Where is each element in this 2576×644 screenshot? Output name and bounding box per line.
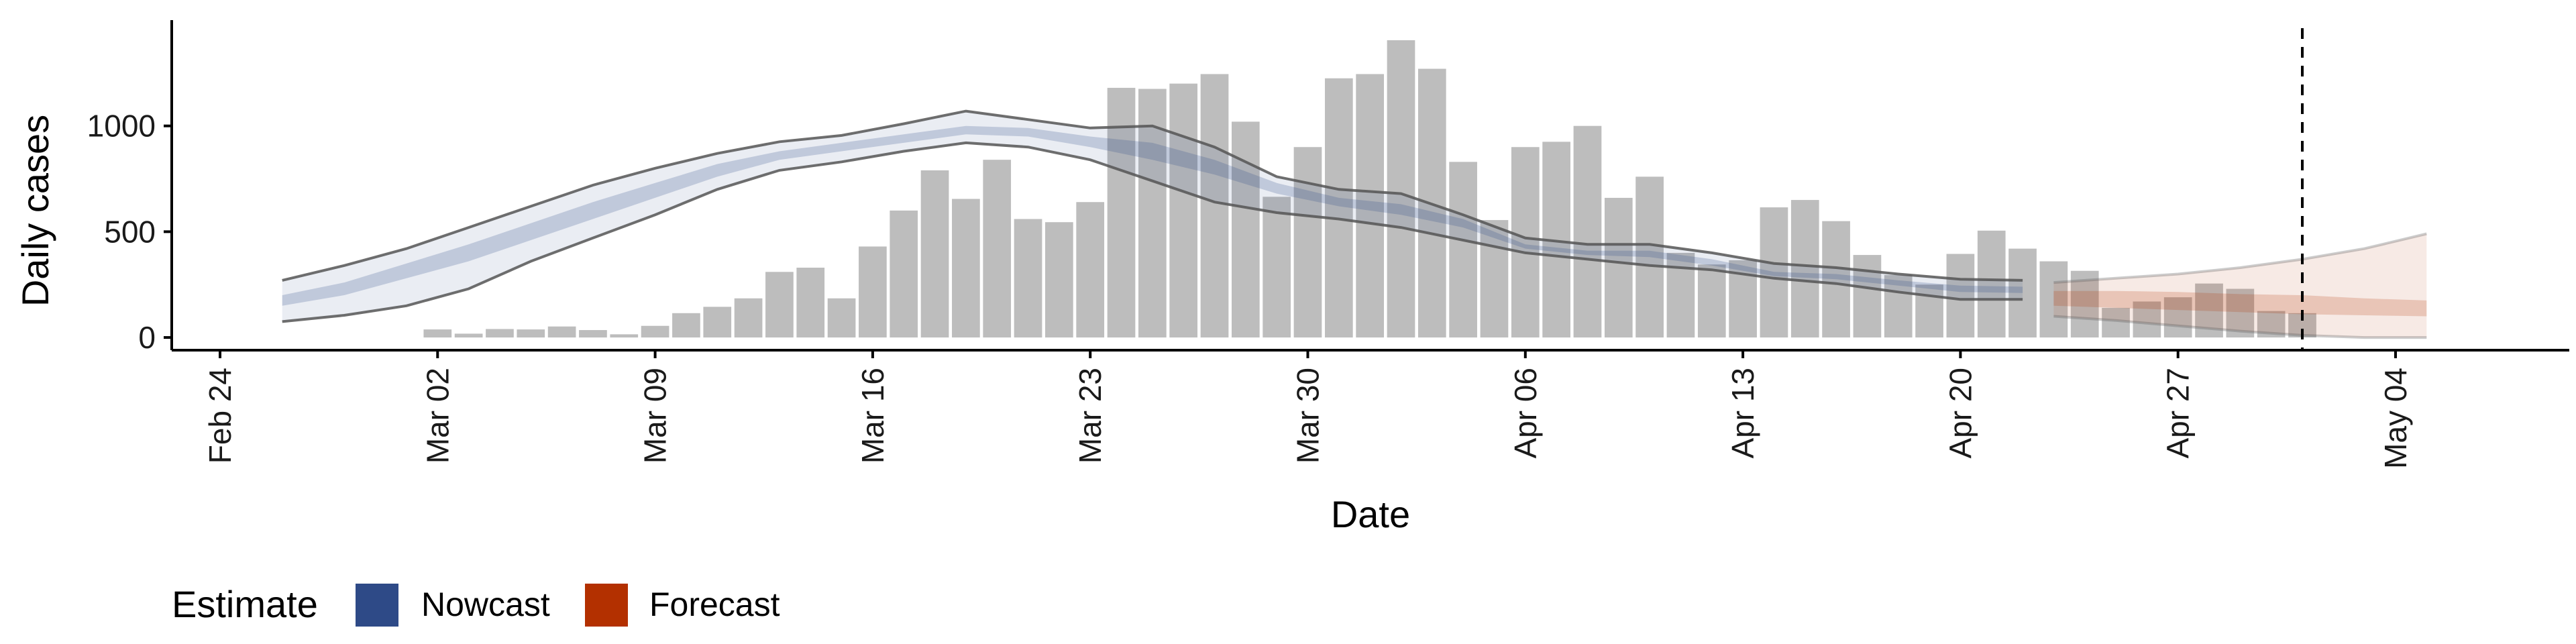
case-bar <box>1822 221 1850 338</box>
case-bar <box>2226 288 2255 338</box>
case-bar <box>2102 307 2130 338</box>
legend-label-nowcast: Nowcast <box>421 586 550 623</box>
case-bar <box>1604 197 1633 338</box>
case-bar <box>1511 147 1540 338</box>
case-bar <box>1169 83 1198 338</box>
case-bar <box>1573 125 1602 338</box>
bars-layer <box>423 40 2316 338</box>
case-bar <box>1356 74 1385 338</box>
x-tick-label: Apr 20 <box>1943 368 1978 459</box>
case-bar <box>734 298 763 338</box>
case-bar <box>920 170 949 338</box>
x-axis-title: Date <box>1331 493 1410 535</box>
legend-swatch-forecast <box>585 584 628 627</box>
x-ticks: Feb 24 Mar 02 Mar 09 Mar 16 Mar 23 Mar 30 Apr … <box>203 350 2413 469</box>
x-tick-label: Mar 30 <box>1291 368 1326 464</box>
case-bar <box>983 160 1012 338</box>
nowcast-lower-line <box>282 141 2023 323</box>
legend-swatch-nowcast <box>356 584 398 627</box>
case-bar <box>517 329 545 338</box>
case-bar <box>423 329 452 338</box>
case-bar <box>1263 197 1291 338</box>
case-bar <box>1231 121 1260 338</box>
case-bar <box>579 330 607 338</box>
y-tick-label: 500 <box>104 214 156 249</box>
nowcast-upper-line <box>282 109 2023 282</box>
x-tick-label: Mar 16 <box>855 368 890 464</box>
case-bar <box>1977 230 2006 338</box>
axes <box>170 20 2569 352</box>
case-bar <box>952 199 980 338</box>
case-bar <box>2070 270 2099 338</box>
x-tick-label: Feb 24 <box>203 368 237 464</box>
case-bar <box>641 325 669 338</box>
forecast-50-band <box>2053 290 2427 317</box>
case-bar <box>1200 74 1229 338</box>
case-bar <box>1387 40 1415 338</box>
case-bar <box>2163 297 2192 338</box>
case-bar <box>1076 202 1105 338</box>
case-bar <box>2257 311 2286 338</box>
case-bar <box>454 333 483 338</box>
x-tick-label: Apr 13 <box>1725 368 1760 459</box>
estimate-bands-layer <box>282 109 2427 339</box>
case-bar <box>1014 219 1042 338</box>
case-bar <box>703 307 732 338</box>
case-bar <box>486 329 514 338</box>
case-bar <box>1635 176 1664 338</box>
nowcast-50-band <box>282 125 2023 306</box>
case-bar <box>2008 248 2037 338</box>
forecast-lower-line <box>2053 315 2427 339</box>
forecast-90-band <box>2053 233 2427 338</box>
legend-label-forecast: Forecast <box>649 586 780 623</box>
case-bar <box>1790 200 1819 338</box>
case-bar <box>610 334 639 338</box>
case-bar <box>859 246 887 338</box>
case-bar <box>890 210 918 338</box>
y-ticks: 0 500 1000 <box>87 109 172 355</box>
x-tick-label: May 04 <box>2378 368 2413 469</box>
case-bar <box>2195 283 2223 338</box>
case-bar <box>672 313 700 338</box>
x-tick-label: Mar 09 <box>638 368 673 464</box>
case-bar <box>1449 162 1477 338</box>
case-bar <box>1480 220 1509 338</box>
nowcast-90-band <box>282 111 2023 322</box>
x-tick-label: Apr 06 <box>1508 368 1543 459</box>
y-axis-title: Daily cases <box>14 115 56 307</box>
case-bar <box>1884 275 1913 338</box>
y-tick-label: 1000 <box>87 109 156 144</box>
x-tick-label: Mar 23 <box>1073 368 1108 464</box>
case-bar <box>2133 301 2161 338</box>
forecast-upper-line <box>2053 232 2427 284</box>
legend-title: Estimate <box>172 583 318 625</box>
x-tick-label: Apr 27 <box>2161 368 2196 459</box>
case-bar <box>1293 147 1322 338</box>
case-bar <box>796 268 825 338</box>
case-bar <box>1946 254 1975 338</box>
case-bar <box>1853 255 1882 338</box>
case-bar <box>1760 207 1788 338</box>
case-bar <box>1045 222 1073 338</box>
case-bar <box>1697 264 1726 338</box>
case-bar <box>1324 78 1353 338</box>
case-bar <box>2039 261 2068 338</box>
case-bar <box>765 272 794 338</box>
case-bar <box>547 326 576 338</box>
x-tick-label: Mar 02 <box>420 368 455 464</box>
case-bar <box>1107 87 1136 338</box>
case-bar <box>827 298 856 338</box>
legend: Estimate Nowcast Forecast <box>172 583 780 627</box>
y-tick-label: 0 <box>138 320 156 355</box>
